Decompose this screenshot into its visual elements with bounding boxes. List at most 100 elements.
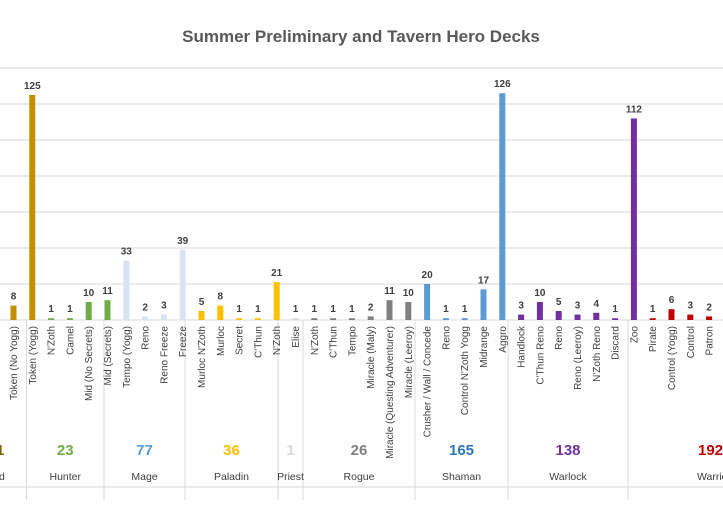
bar xyxy=(123,261,129,320)
deck-label: Miracle (Maly) xyxy=(366,326,377,389)
deck-label: Midrange xyxy=(479,326,490,368)
bar xyxy=(11,306,17,320)
value-label: 126 xyxy=(494,79,511,90)
deck-label: Murloc xyxy=(216,326,227,356)
bar xyxy=(217,306,223,320)
bar xyxy=(556,311,562,320)
class-total: 23 xyxy=(57,442,74,459)
value-label: 1 xyxy=(312,304,318,315)
deck-label: C'Thun xyxy=(253,326,264,358)
value-label: 11 xyxy=(384,286,395,297)
bar xyxy=(311,318,317,320)
class-name: Priest xyxy=(277,471,304,483)
value-label: 5 xyxy=(199,297,205,308)
value-label: 1 xyxy=(330,304,336,315)
class-total: 1 xyxy=(0,442,4,459)
value-label: 11 xyxy=(102,286,113,297)
bar xyxy=(293,318,299,320)
deck-label: Mid (Secrets) xyxy=(103,326,114,385)
class-name: Mage xyxy=(131,471,157,483)
bar xyxy=(650,318,656,320)
deck-label: Reno xyxy=(554,326,565,350)
deck-label: Tempo (Yogg) xyxy=(122,326,133,388)
class-name: Warrio xyxy=(697,471,723,483)
class-name: Warlock xyxy=(549,471,587,483)
value-label: 3 xyxy=(688,301,694,312)
deck-label: Mid (No Secrets) xyxy=(84,326,95,401)
class-name: Hunter xyxy=(49,471,81,483)
bar xyxy=(274,282,280,320)
class-total: 77 xyxy=(136,442,153,459)
bar xyxy=(462,318,468,320)
deck-label: Aggro xyxy=(498,326,509,353)
bar xyxy=(86,302,92,320)
value-label: 1 xyxy=(612,304,618,315)
deck-label: Control (Yogg) xyxy=(667,326,678,390)
class-total: 192 xyxy=(698,442,723,459)
bar xyxy=(537,302,543,320)
class-name: Paladin xyxy=(214,471,249,483)
value-label: 17 xyxy=(478,275,490,286)
deck-label: Control xyxy=(686,326,697,358)
deck-label: Reno xyxy=(141,326,152,350)
deck-label: Miracle (Leeroy) xyxy=(404,326,415,398)
bar xyxy=(706,316,712,320)
deck-label: N'Zoth xyxy=(310,326,321,355)
value-label: 4 xyxy=(594,299,600,310)
deck-label: N'Zoth xyxy=(272,326,283,355)
value-label: 1 xyxy=(650,304,656,315)
class-name: Shaman xyxy=(442,471,481,483)
chart-title: Summer Preliminary and Tavern Hero Decks xyxy=(182,27,540,46)
value-label: 33 xyxy=(121,247,133,258)
value-label: 1 xyxy=(443,304,449,315)
bar xyxy=(443,318,449,320)
bar xyxy=(612,318,618,320)
class-name: d xyxy=(0,471,5,483)
deck-label: Discard xyxy=(611,326,622,360)
value-label: 1 xyxy=(236,304,242,315)
value-label: 5 xyxy=(556,297,562,308)
value-label: 1 xyxy=(462,304,468,315)
value-label: 20 xyxy=(422,270,434,281)
value-label: 1 xyxy=(48,304,54,315)
deck-label: Elise xyxy=(291,326,302,348)
bar xyxy=(180,250,186,320)
bar xyxy=(481,289,487,320)
deck-label: Murloc N'Zoth xyxy=(197,326,208,388)
bar xyxy=(575,315,581,320)
bar xyxy=(199,311,205,320)
value-label: 21 xyxy=(271,268,283,279)
bar xyxy=(368,316,374,320)
class-total: 26 xyxy=(351,442,368,459)
deck-label: N'Zoth xyxy=(47,326,58,355)
value-label: 10 xyxy=(534,288,546,299)
deck-label: C'Thun xyxy=(329,326,340,358)
bar xyxy=(161,315,167,320)
class-total: 138 xyxy=(555,442,580,459)
bar xyxy=(330,318,336,320)
deck-label: Camel xyxy=(65,326,76,355)
value-label: 125 xyxy=(24,81,41,92)
value-label: 10 xyxy=(83,288,95,299)
deck-label: Handlock xyxy=(517,325,528,368)
deck-label: Control N'Zoth Yogg xyxy=(460,326,471,415)
value-label: 6 xyxy=(669,295,675,306)
deck-label: Freeze xyxy=(178,326,189,358)
value-label: 8 xyxy=(218,292,224,303)
bar xyxy=(669,309,675,320)
deck-label: N'Zoth Reno xyxy=(592,326,603,382)
class-name: Rogue xyxy=(344,471,375,483)
bar xyxy=(255,318,261,320)
value-label: 1 xyxy=(293,304,299,315)
deck-label: Patron xyxy=(705,326,716,355)
value-label: 1 xyxy=(255,304,261,315)
class-total: 36 xyxy=(223,442,240,459)
value-label: 3 xyxy=(575,301,581,312)
bar xyxy=(424,284,430,320)
deck-label: Token (No Yogg) xyxy=(9,326,20,400)
class-total: 1 xyxy=(286,442,294,459)
deck-label: C'Thun Reno xyxy=(535,326,546,385)
